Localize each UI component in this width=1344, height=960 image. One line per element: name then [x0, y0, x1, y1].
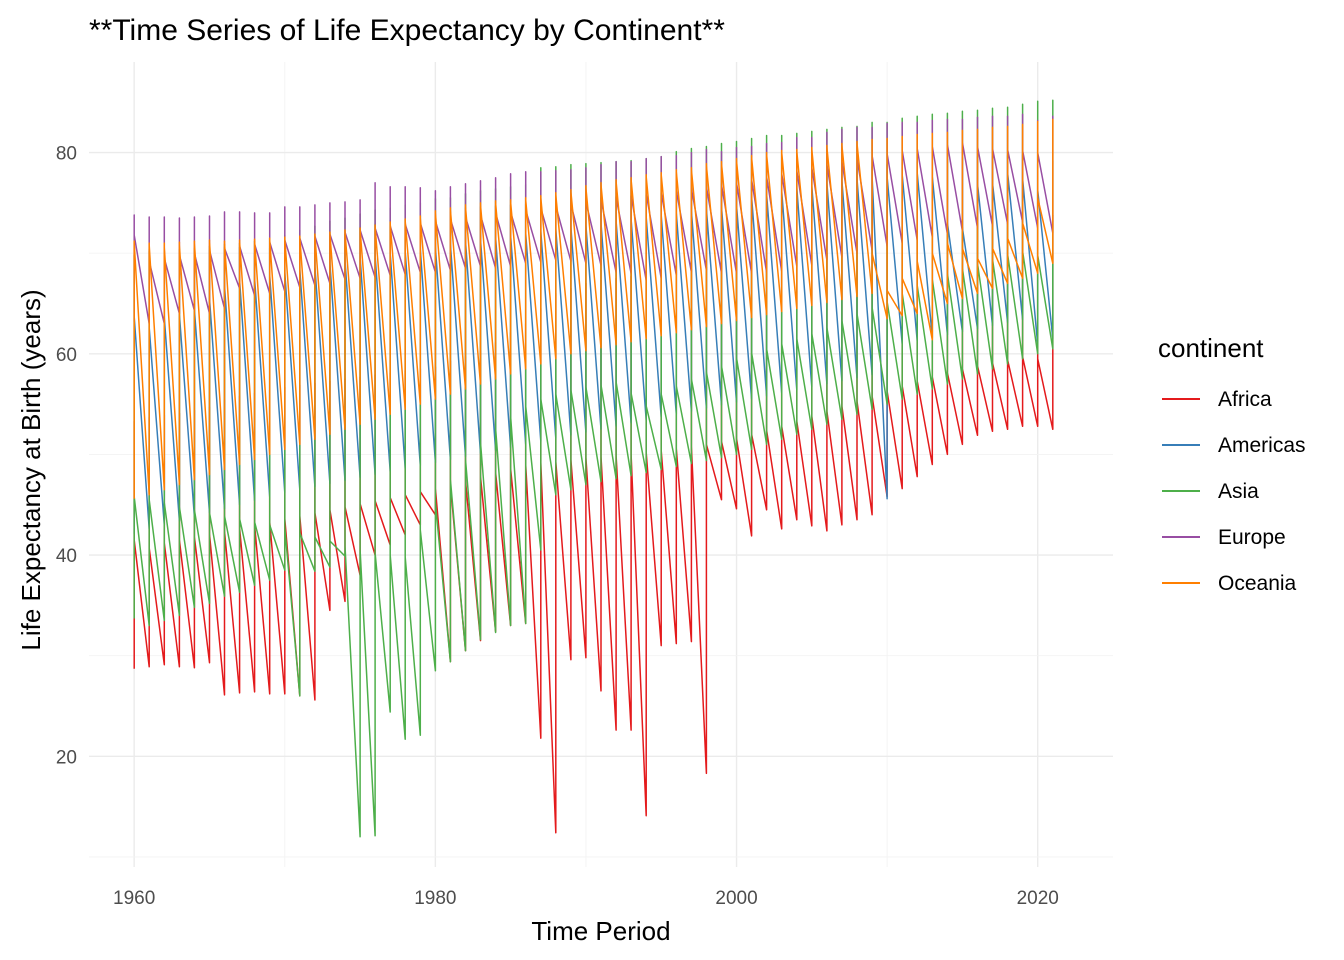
- legend-label-europe: Europe: [1218, 526, 1286, 549]
- x-tick-label: 1980: [414, 888, 456, 909]
- series-line-americas: [133, 153, 1054, 534]
- series-line-oceania: [133, 118, 1054, 499]
- y-tick-label: 40: [56, 546, 77, 567]
- plot-area: [133, 99, 1054, 838]
- legend-label-asia: Asia: [1218, 480, 1259, 503]
- series-line-asia: [133, 99, 1054, 838]
- series-line-europe: [133, 113, 1054, 325]
- x-tick-label: 2000: [715, 888, 757, 909]
- y-tick-label: 20: [56, 747, 77, 768]
- legend-label-americas: Americas: [1218, 434, 1306, 457]
- x-axis-title: Time Period: [531, 916, 670, 946]
- legend-items: Africa Americas Asia Europe Oceania: [1162, 388, 1306, 595]
- x-tick-label: 2020: [1017, 888, 1059, 909]
- legend-label-oceania: Oceania: [1218, 572, 1297, 595]
- x-axis-ticks: 1960 1980 2000 2020: [113, 888, 1059, 909]
- y-tick-label: 80: [56, 144, 77, 165]
- chart-title: **Time Series of Life Expectancy by Cont…: [89, 14, 725, 47]
- y-axis-ticks: 20 40 60 80: [56, 144, 77, 769]
- legend: continent Africa Americas Asia Europe Oceani…: [1158, 333, 1306, 595]
- y-tick-label: 60: [56, 345, 77, 366]
- y-axis-title: Life Expectancy at Birth (years): [16, 289, 46, 650]
- x-tick-label: 1960: [113, 888, 155, 909]
- legend-label-africa: Africa: [1218, 388, 1272, 411]
- legend-title: continent: [1158, 333, 1264, 363]
